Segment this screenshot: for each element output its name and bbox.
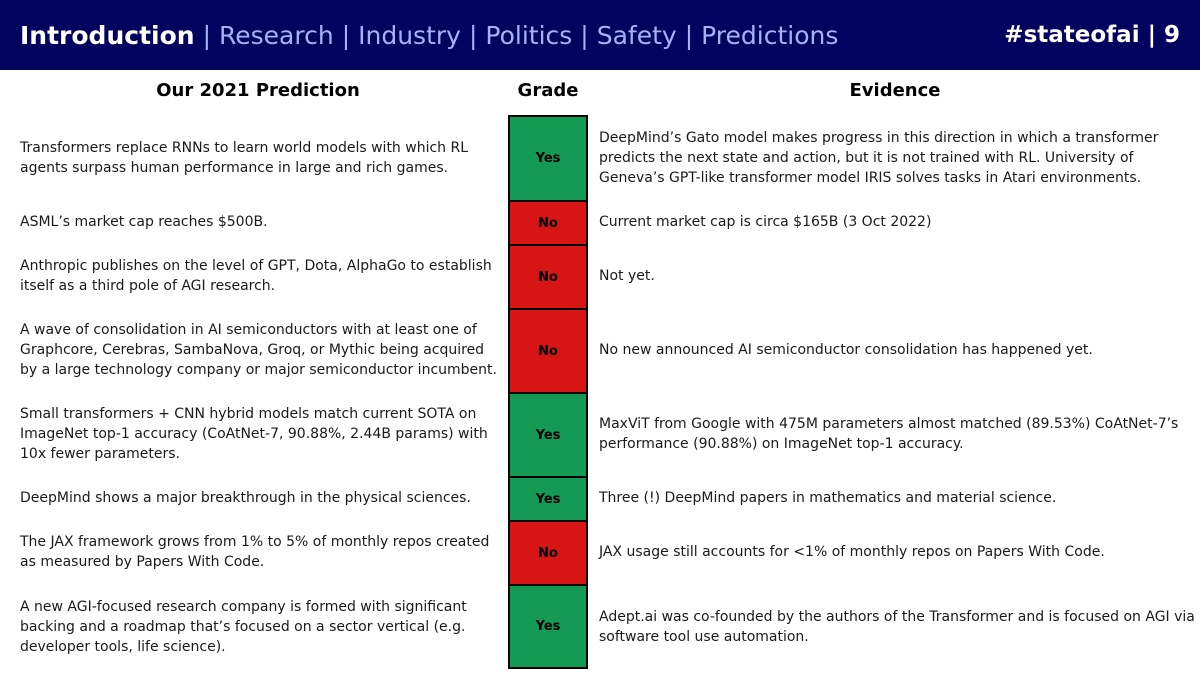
grade-badge: Yes: [508, 392, 588, 476]
tab-research[interactable]: Research: [219, 20, 334, 50]
table-row: Transformers replace RNNs to learn world…: [0, 115, 1200, 200]
brand-page-number: #stateofai | 9: [1004, 22, 1180, 48]
nav-separator: |: [468, 20, 478, 50]
column-header-evidence: Evidence: [849, 80, 941, 101]
prediction-cell: ASML’s market cap reaches $500B.: [20, 214, 268, 230]
evidence-cell: MaxViT from Google with 475M parameters …: [599, 416, 1179, 452]
prediction-cell: Transformers replace RNNs to learn world…: [20, 139, 469, 176]
tab-introduction[interactable]: Introduction: [20, 20, 195, 50]
evidence-cell: DeepMind’s Gato model makes progress in …: [599, 129, 1159, 186]
evidence-cell: No new announced AI semiconductor consol…: [599, 342, 1093, 358]
grade-badge: No: [508, 308, 588, 392]
evidence-cell: JAX usage still accounts for <1% of mont…: [599, 544, 1105, 560]
prediction-cell: DeepMind shows a major breakthrough in t…: [20, 490, 471, 506]
column-header-prediction: Our 2021 Prediction: [156, 80, 360, 101]
prediction-cell: Small transformers + CNN hybrid models m…: [20, 406, 488, 462]
grade-badge: Yes: [508, 476, 588, 520]
nav-separator: |: [684, 20, 694, 50]
prediction-cell: Anthropic publishes on the level of GPT,…: [20, 258, 492, 294]
tab-safety[interactable]: Safety: [596, 20, 677, 50]
prediction-cell: The JAX framework grows from 1% to 5% of…: [20, 534, 490, 570]
section-nav: Introduction | Research | Industry | Pol…: [20, 21, 838, 50]
prediction-cell: A new AGI-focused research company is fo…: [20, 598, 467, 655]
table-row: ASML’s market cap reaches $500B. No Curr…: [0, 200, 1200, 244]
grade-badge: Yes: [508, 115, 588, 200]
predictions-table: Transformers replace RNNs to learn world…: [0, 115, 1200, 669]
table-row: Anthropic publishes on the level of GPT,…: [0, 244, 1200, 308]
header-bar: Introduction | Research | Industry | Pol…: [0, 0, 1200, 70]
table-row: DeepMind shows a major breakthrough in t…: [0, 476, 1200, 520]
tab-industry[interactable]: Industry: [358, 20, 461, 50]
nav-separator: |: [341, 20, 351, 50]
evidence-cell: Three (!) DeepMind papers in mathematics…: [599, 490, 1057, 506]
prediction-cell: A wave of consolidation in AI semiconduc…: [20, 322, 497, 378]
grade-badge: No: [508, 520, 588, 584]
evidence-cell: Current market cap is circa $165B (3 Oct…: [599, 214, 932, 230]
tab-politics[interactable]: Politics: [485, 20, 573, 50]
grade-badge: No: [508, 244, 588, 308]
table-row: A new AGI-focused research company is fo…: [0, 584, 1200, 669]
evidence-cell: Not yet.: [599, 268, 655, 284]
grade-badge: No: [508, 200, 588, 244]
column-header-grade: Grade: [517, 80, 579, 101]
table-row: A wave of consolidation in AI semiconduc…: [0, 308, 1200, 392]
table-row: Small transformers + CNN hybrid models m…: [0, 392, 1200, 476]
nav-separator: |: [202, 20, 211, 50]
grade-badge: Yes: [508, 584, 588, 669]
tab-predictions[interactable]: Predictions: [701, 20, 839, 50]
table-row: The JAX framework grows from 1% to 5% of…: [0, 520, 1200, 584]
evidence-cell: Adept.ai was co-founded by the authors o…: [599, 608, 1195, 645]
nav-separator: |: [580, 20, 589, 50]
